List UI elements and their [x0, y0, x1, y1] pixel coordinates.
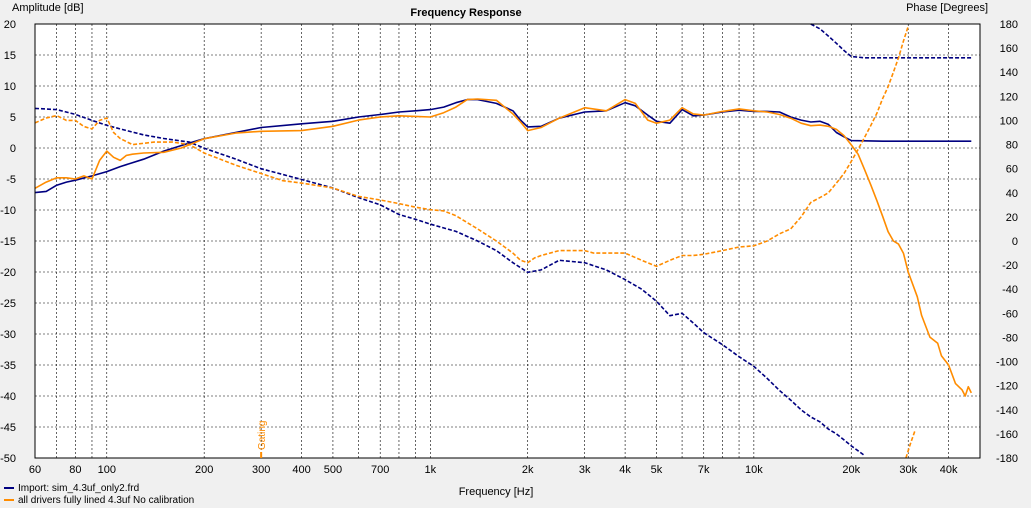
y-left-tick-label: -35: [0, 360, 16, 372]
y-left-tick-label: -50: [0, 453, 16, 465]
x-axis-label: Frequency [Hz]: [459, 486, 534, 498]
x-tick-label: 60: [29, 464, 41, 476]
y-right-tick-label: -120: [996, 381, 1018, 393]
x-tick-label: 700: [371, 464, 389, 476]
y-left-tick-label: 15: [4, 50, 16, 62]
y-left-tick-label: -15: [0, 236, 16, 248]
y-left-tick-label: 5: [10, 112, 16, 124]
legend-label-import: Import: sim_4.3uf_only2.frd: [18, 483, 139, 494]
y-left-tick-label: -5: [6, 174, 16, 186]
series-line-3-amplitude: [34, 98, 973, 397]
gating-label: Gating: [257, 421, 268, 450]
y-left-tick-label: -45: [0, 422, 16, 434]
y-right-tick-label: -80: [1002, 332, 1018, 344]
x-tick-label: 1k: [425, 464, 437, 476]
y-right-tick-label: 140: [1000, 67, 1018, 79]
y-right-tick-label: 180: [1000, 19, 1018, 31]
y-right-tick-label: -60: [1002, 308, 1018, 320]
y-right-tick-label: -100: [996, 357, 1018, 369]
x-tick-label: 10k: [745, 464, 763, 476]
series-line-2-phase: [810, 23, 972, 59]
y-right-tick-label: 80: [1006, 140, 1018, 152]
y-left-tick-labels: 20 15 10 5 0 -5 -10 -15 -20 -25 -30 -35 -40 -45 -50: [0, 19, 16, 465]
y-left-tick-label: 0: [10, 143, 16, 155]
y-right-tick-label: 60: [1006, 164, 1018, 176]
x-tick-label: 300: [252, 464, 270, 476]
y-right-axis-label: Phase [Degrees]: [906, 2, 988, 14]
y-right-tick-label: 100: [1000, 115, 1018, 127]
series-line-0-amplitude: [34, 98, 972, 194]
x-tick-label: 100: [98, 464, 116, 476]
y-right-tick-label: -160: [996, 429, 1018, 441]
y-left-tick-label: -25: [0, 298, 16, 310]
x-tick-label: 200: [195, 464, 213, 476]
series-line-4-phase: [34, 26, 909, 268]
y-left-tick-label: -20: [0, 267, 16, 279]
x-tick-label: 500: [324, 464, 342, 476]
chart-title: Frequency Response: [410, 7, 521, 19]
y-right-tick-label: -20: [1002, 260, 1018, 272]
x-tick-label: 400: [292, 464, 310, 476]
y-left-tick-label: -10: [0, 205, 16, 217]
y-right-tick-label: 160: [1000, 43, 1018, 55]
x-tick-label: 5k: [651, 464, 663, 476]
y-right-tick-label: -140: [996, 405, 1018, 417]
y-right-tick-label: -40: [1002, 284, 1018, 296]
legend: Import: sim_4.3uf_only2.frd all drivers …: [4, 483, 194, 506]
x-tick-label: 30k: [899, 464, 917, 476]
y-left-tick-label: 20: [4, 19, 16, 31]
x-tick-label: 80: [69, 464, 81, 476]
y-right-tick-label: -180: [996, 453, 1018, 465]
y-right-tick-label: 40: [1006, 188, 1018, 200]
x-tick-label: 20k: [842, 464, 860, 476]
x-tick-label: 2k: [522, 464, 534, 476]
plot-border: [34, 23, 981, 459]
y-right-tick-label: 20: [1006, 212, 1018, 224]
x-tick-label: 7k: [698, 464, 710, 476]
series-layer: [34, 23, 973, 459]
x-tick-label: 3k: [579, 464, 591, 476]
x-tick-label: 4k: [619, 464, 631, 476]
y-left-tick-label: 10: [4, 81, 16, 93]
series-line-1-phase: [34, 107, 866, 457]
gating-marker: Gating: [257, 421, 268, 458]
y-left-axis-label: Amplitude [dB]: [12, 2, 84, 14]
x-tick-label: 40k: [940, 464, 958, 476]
y-left-tick-label: -40: [0, 391, 16, 403]
y-right-tick-label: 0: [1012, 236, 1018, 248]
x-tick-labels: 60 80 100 200 300 400 500 700 1k 2k 3k 4k 5k 7k 10k 20k…: [29, 464, 958, 476]
grid: [35, 24, 980, 458]
y-right-tick-label: 120: [1000, 91, 1018, 103]
y-left-tick-label: -30: [0, 329, 16, 341]
series-line-5-phase: [905, 430, 916, 459]
y-right-tick-labels: 180 160 140 120 100 80 60 40 20 0 -20 -40 -60 -80 -100…: [996, 19, 1018, 465]
legend-label-measured: all drivers fully lined 4.3uf No calibra…: [18, 495, 194, 506]
